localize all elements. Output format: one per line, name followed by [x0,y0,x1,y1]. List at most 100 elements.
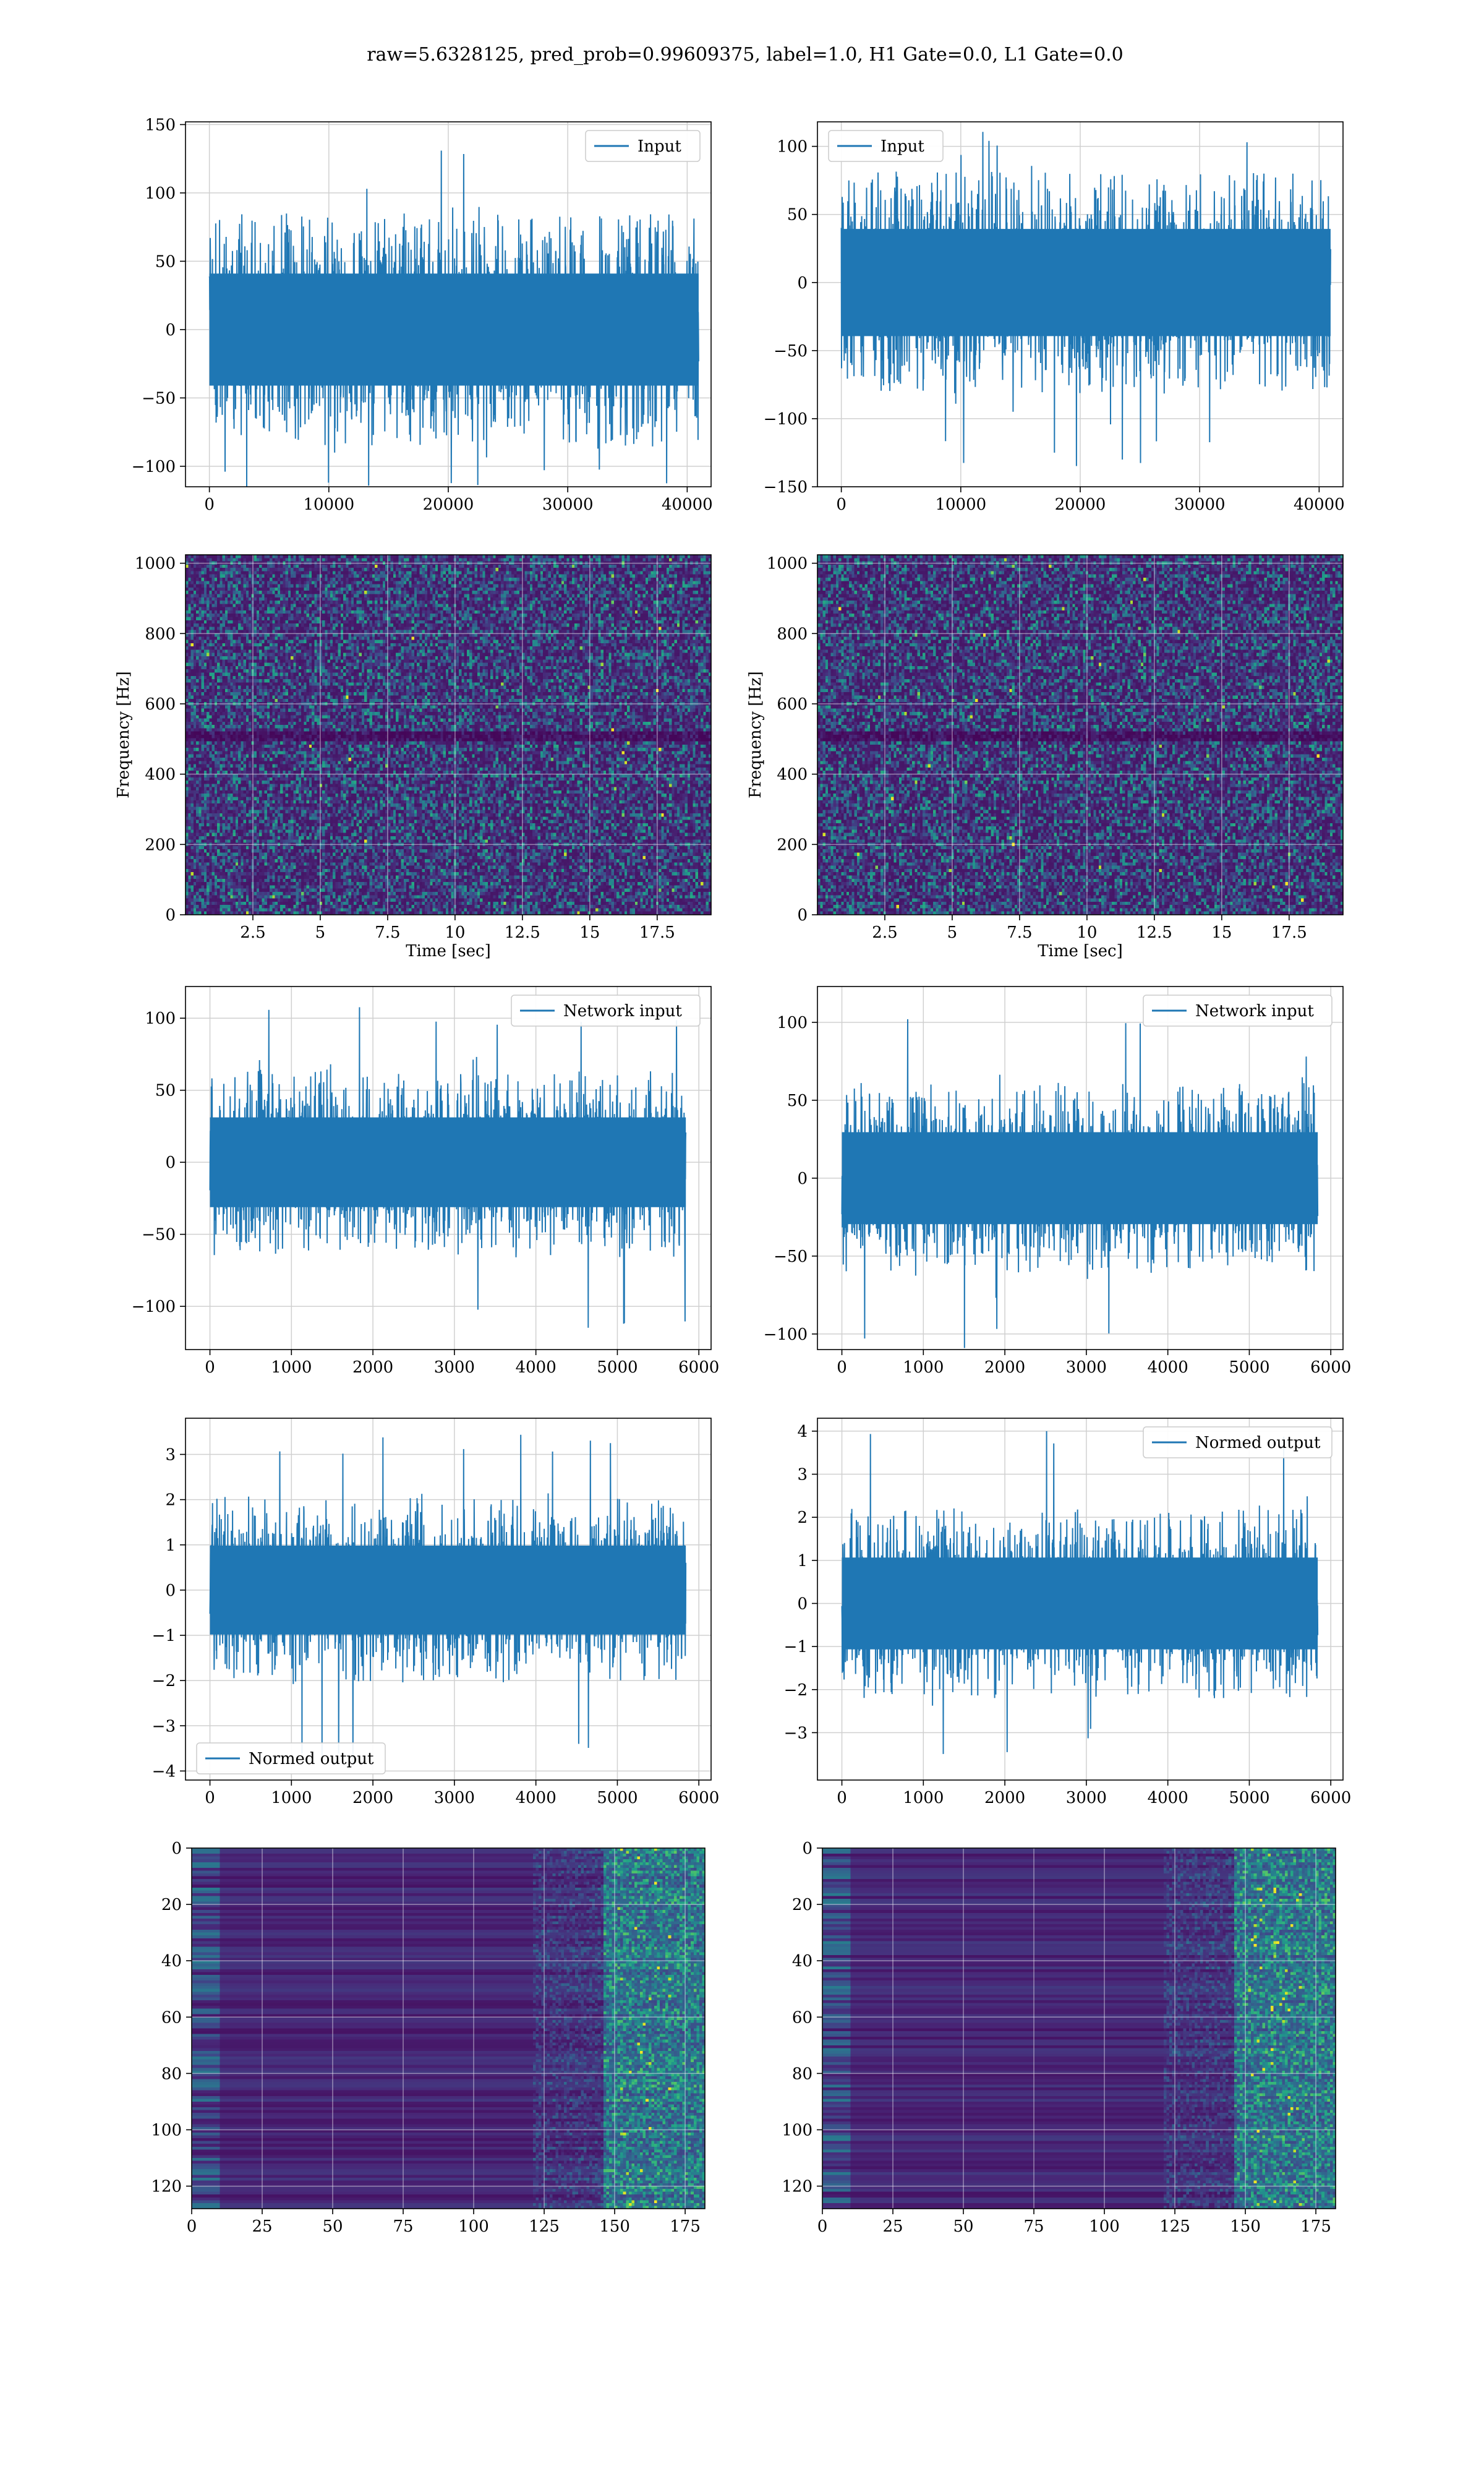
x-tick-label: 2000 [352,1789,393,1807]
x-tick-label: 10000 [303,495,354,514]
axes-frame [822,1847,1336,2209]
panel-p1: 0 10000 20000 30000 40000 −100 −50 0 50 100 150 Inp… [132,116,713,514]
y-tick-label: 1000 [767,555,808,573]
y-tick-label: −50 [774,1248,808,1266]
y-tick-label: 50 [787,206,808,225]
y-tick-label: −1 [784,1638,808,1656]
x-tick-label: 0 [204,495,215,514]
y-tick-label: 80 [161,2065,182,2083]
legend-label: Input [881,137,924,156]
y-tick-label: −100 [132,1298,176,1316]
y-tick-label: 600 [145,695,176,714]
legend-box [1143,995,1333,1027]
x-tick-label: 6000 [1310,1358,1351,1377]
y-tick-label: 0 [165,1154,176,1172]
y-axis-label: Frequency [Hz] [114,671,133,798]
x-tick-label: 7.5 [375,923,400,942]
axes-frame [817,986,1344,1350]
y-tick-label: 0 [165,906,176,925]
x-tick-label: 125 [529,2217,560,2236]
y-tick-label: 100 [151,2121,182,2139]
x-tick-label: 50 [953,2217,973,2236]
y-tick-label: −50 [142,1226,176,1244]
panel-p7: 0 1000 2000 3000 4000 5000 6000 −4 −3 −2 −1 0 1 2 3 Nor… [152,1418,719,1807]
x-tick-label: 6000 [678,1358,719,1377]
series-core-band [842,1132,1318,1225]
x-tick-label: 0 [187,2217,197,2236]
panel-p10: 0 25 50 75 100 125 150 175 0 20 40 60 80 100 120 [782,1839,1336,2236]
x-tick-label: 25 [882,2217,903,2236]
x-tick-label: 100 [1089,2217,1120,2236]
x-tick-label: 50 [322,2217,343,2236]
legend-box [196,1742,386,1774]
y-tick-label: 800 [145,625,176,643]
y-tick-label: −4 [152,1762,176,1781]
y-tick-label: −3 [152,1717,176,1736]
y-tick-label: 200 [777,836,808,854]
x-tick-label: 175 [670,2217,701,2236]
y-tick-label: 200 [145,836,176,854]
y-tick-label: 100 [145,184,176,203]
y-tick-label: −100 [764,1325,808,1344]
y-tick-label: −50 [142,389,176,408]
y-tick-label: 0 [171,1839,182,1858]
x-tick-label: 4000 [516,1358,556,1377]
y-tick-label: 40 [792,1952,812,1971]
y-tick-label: 1 [165,1536,176,1555]
y-tick-label: −2 [152,1672,176,1690]
x-tick-label: 5000 [1229,1358,1269,1377]
tick-labels: 0 1000 2000 3000 4000 5000 6000 −100 −50 0 50 100 [764,1014,1352,1377]
y-tick-label: 2 [165,1491,176,1510]
panel-p6: 0 1000 2000 3000 4000 5000 6000 −100 −50 0 50 100 Ne… [764,986,1352,1377]
y-tick-label: 400 [777,766,808,784]
y-tick-label: 100 [145,1009,176,1028]
x-tick-label: 2000 [984,1789,1025,1807]
x-tick-label: 30000 [542,495,594,514]
x-tick-label: 1000 [903,1789,944,1807]
series-core-band [842,1557,1318,1650]
x-tick-label: 5000 [597,1358,638,1377]
x-tick-label: 6000 [1310,1789,1351,1807]
legend: Normed output [196,1742,386,1774]
heatmap-image [817,555,1343,915]
x-tick-label: 3000 [434,1358,475,1377]
y-tick-label: −3 [784,1724,808,1742]
panel-p8: 0 1000 2000 3000 4000 5000 6000 −3 −2 −1 0 1 2 3 4 Norm… [784,1418,1351,1807]
x-tick-label: 0 [837,1789,847,1807]
y-tick-label: −50 [774,342,808,361]
tick-labels: 2.5 5 7.5 10 12.5 15 17.5 0 200 400 600 800 1000 [135,555,675,942]
x-tick-label: 40000 [1294,495,1345,514]
x-tick-label: 1000 [903,1358,944,1377]
panels: 0 10000 20000 30000 40000−100−50050100150Inp… [114,116,1351,2236]
x-tick-label: 1000 [271,1358,312,1377]
x-axis-label: Time [sec] [1038,942,1123,961]
x-tick-label: 20000 [423,495,474,514]
legend: Input [585,130,701,162]
heatmap-image [186,555,711,915]
legend: Input [828,130,944,162]
x-tick-label: 3000 [1066,1789,1107,1807]
y-tick-label: 0 [797,1170,808,1188]
x-tick-label: 4000 [1148,1358,1188,1377]
y-tick-label: 0 [802,1839,812,1858]
x-tick-label: 3000 [434,1789,475,1807]
y-tick-label: 50 [155,252,176,271]
tick-labels: 0 1000 2000 3000 4000 5000 6000 −100 −50 0 50 100 [132,1009,720,1377]
x-tick-label: 0 [836,495,846,514]
y-tick-label: 4 [797,1423,808,1441]
x-tick-label: 75 [1023,2217,1044,2236]
x-tick-label: 10000 [935,495,986,514]
legend-box [1143,1426,1333,1458]
y-tick-label: 100 [782,2121,812,2139]
panel-p3: 2.5 5 7.5 10 12.5 15 17.5 0 200 400 600 800 1000 Time… [114,554,712,961]
x-tick-label: 17.5 [1271,923,1307,942]
y-tick-label: 1000 [135,555,176,573]
x-tick-label: 175 [1300,2217,1331,2236]
x-tick-label: 0 [817,2217,828,2236]
grid-lines [817,555,1343,915]
tick-labels: 0 10000 20000 30000 40000 −150 −100 −50 0 50 100 [764,138,1345,514]
axes-frame [185,1418,712,1781]
x-tick-label: 150 [599,2217,630,2236]
legend: Network input [1143,995,1333,1027]
y-tick-label: 50 [155,1082,176,1100]
